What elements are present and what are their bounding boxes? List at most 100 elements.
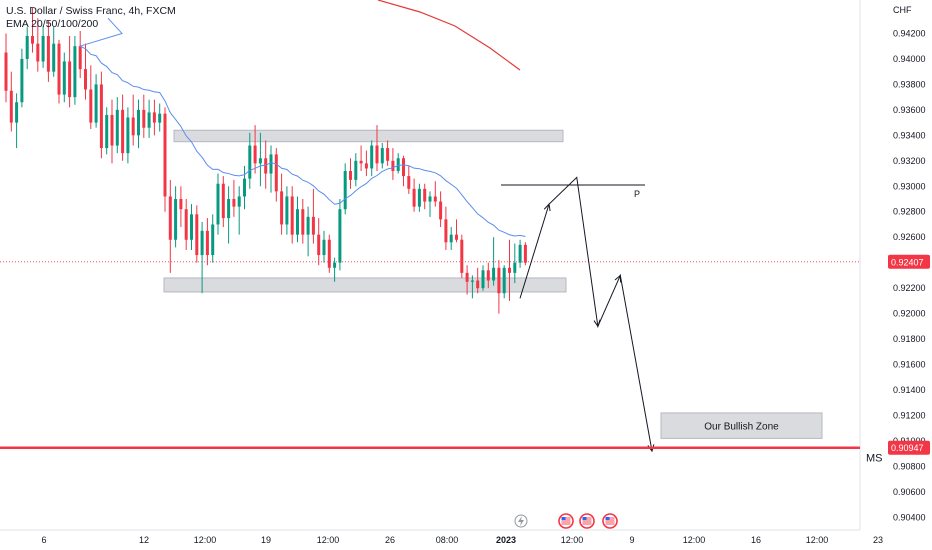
candle: [301, 199, 305, 244]
candle: [338, 199, 342, 271]
candle: [486, 262, 490, 289]
candle: [396, 153, 400, 174]
price-tick-label: 0.90400: [893, 512, 926, 522]
currency-label: CHF: [893, 5, 912, 15]
price-tick-label: 0.93800: [893, 79, 926, 89]
candle: [449, 227, 453, 250]
candle-body: [131, 117, 135, 136]
candle: [349, 158, 352, 189]
candles-layer: [4, 8, 527, 314]
candle-body: [412, 188, 416, 207]
zones-layer: Our Bullish Zone: [163, 129, 823, 439]
time-tick-label: 6: [41, 535, 46, 545]
ms-price-label-bg: [888, 440, 930, 455]
time-axis[interactable]: 6 12 12:00 19 12:00 26 08:00 2023 12:00 9 12:00 16 1…: [41, 513, 883, 545]
candle: [46, 20, 50, 82]
price-tick-label: 0.92200: [893, 283, 926, 293]
candle-body: [433, 196, 437, 202]
price-tick-label: 0.91200: [893, 410, 926, 420]
candle-body: [15, 102, 19, 123]
candle-body: [359, 160, 363, 164]
price-axis[interactable]: CHF 0.94200 0.94000 0.93800 0.93600 0.93400 0.…: [888, 5, 930, 522]
candle-body: [455, 234, 458, 240]
candle-body: [470, 280, 474, 282]
candle-body: [449, 234, 453, 243]
candle: [481, 265, 485, 291]
candle: [423, 183, 427, 210]
candle-body: [502, 267, 506, 294]
price-tick-label: 0.94000: [893, 54, 926, 64]
candle-body: [232, 199, 236, 207]
candle-body: [152, 112, 156, 123]
candle: [137, 99, 140, 149]
flag-canton: [561, 517, 566, 520]
candle-body: [386, 148, 390, 161]
candle: [492, 237, 496, 286]
candle-body: [380, 148, 384, 164]
candle-body: [211, 224, 215, 256]
current-price-label-bg: [888, 254, 930, 269]
candle-body: [4, 52, 8, 91]
candle: [407, 165, 411, 194]
candle: [232, 179, 236, 217]
candle-body: [179, 199, 183, 210]
indicator-title[interactable]: EMA 20/50/100/200: [6, 18, 99, 30]
candle: [311, 188, 315, 244]
candle: [99, 71, 103, 159]
candle: [68, 36, 72, 108]
candle: [195, 205, 199, 263]
candle: [94, 74, 98, 128]
candle-body: [513, 262, 517, 273]
candle: [52, 27, 56, 77]
candle: [179, 186, 183, 228]
candle: [142, 94, 146, 138]
time-tick-label: 9: [629, 535, 634, 545]
candle: [25, 27, 29, 70]
candle-body: [497, 267, 501, 294]
price-tick-label: 0.92800: [893, 207, 926, 217]
candle: [274, 148, 278, 202]
us-flag-icon: [579, 513, 595, 529]
chart-legend: U.S. Dollar / Swiss Franc, 4h, FXCM EMA …: [6, 5, 176, 31]
candle: [62, 52, 66, 103]
candle: [269, 145, 273, 193]
candle: [31, 8, 34, 53]
candle: [205, 218, 209, 266]
candle: [227, 186, 231, 244]
time-tick-label: 12:00: [806, 535, 829, 545]
ema-layer: [78, 0, 526, 237]
candle-body: [57, 43, 61, 95]
price-tick-label: 0.90600: [893, 487, 926, 497]
candle-body: [46, 36, 50, 72]
projection-path: [519, 176, 653, 452]
candle: [513, 243, 517, 284]
candle-body: [364, 163, 368, 169]
candle: [126, 107, 130, 164]
candle-body: [126, 117, 130, 154]
candle: [518, 239, 522, 268]
candle: [380, 142, 384, 169]
candle: [253, 125, 257, 174]
candle: [41, 25, 45, 68]
time-tick-label: 12:00: [561, 535, 584, 545]
candle-body: [306, 216, 310, 235]
time-tick-label: 12:00: [317, 535, 340, 545]
candle: [497, 260, 501, 314]
symbol-title[interactable]: U.S. Dollar / Swiss Franc, 4h, FXCM: [6, 5, 176, 17]
candle-body: [343, 170, 347, 210]
candle-body: [237, 196, 241, 207]
us-flag-icon: [602, 513, 618, 529]
candle: [364, 150, 368, 177]
candle: [460, 234, 464, 278]
candle: [57, 39, 61, 104]
candle-body: [105, 114, 109, 149]
candle: [211, 214, 215, 263]
support-zone: [163, 277, 567, 293]
drawings-layer: P MS: [0, 176, 883, 465]
candle-body: [94, 84, 98, 123]
candle-body: [9, 90, 13, 123]
price-tick-label: 0.93200: [893, 156, 926, 166]
candle-body: [508, 267, 511, 273]
candle-body: [417, 188, 421, 207]
